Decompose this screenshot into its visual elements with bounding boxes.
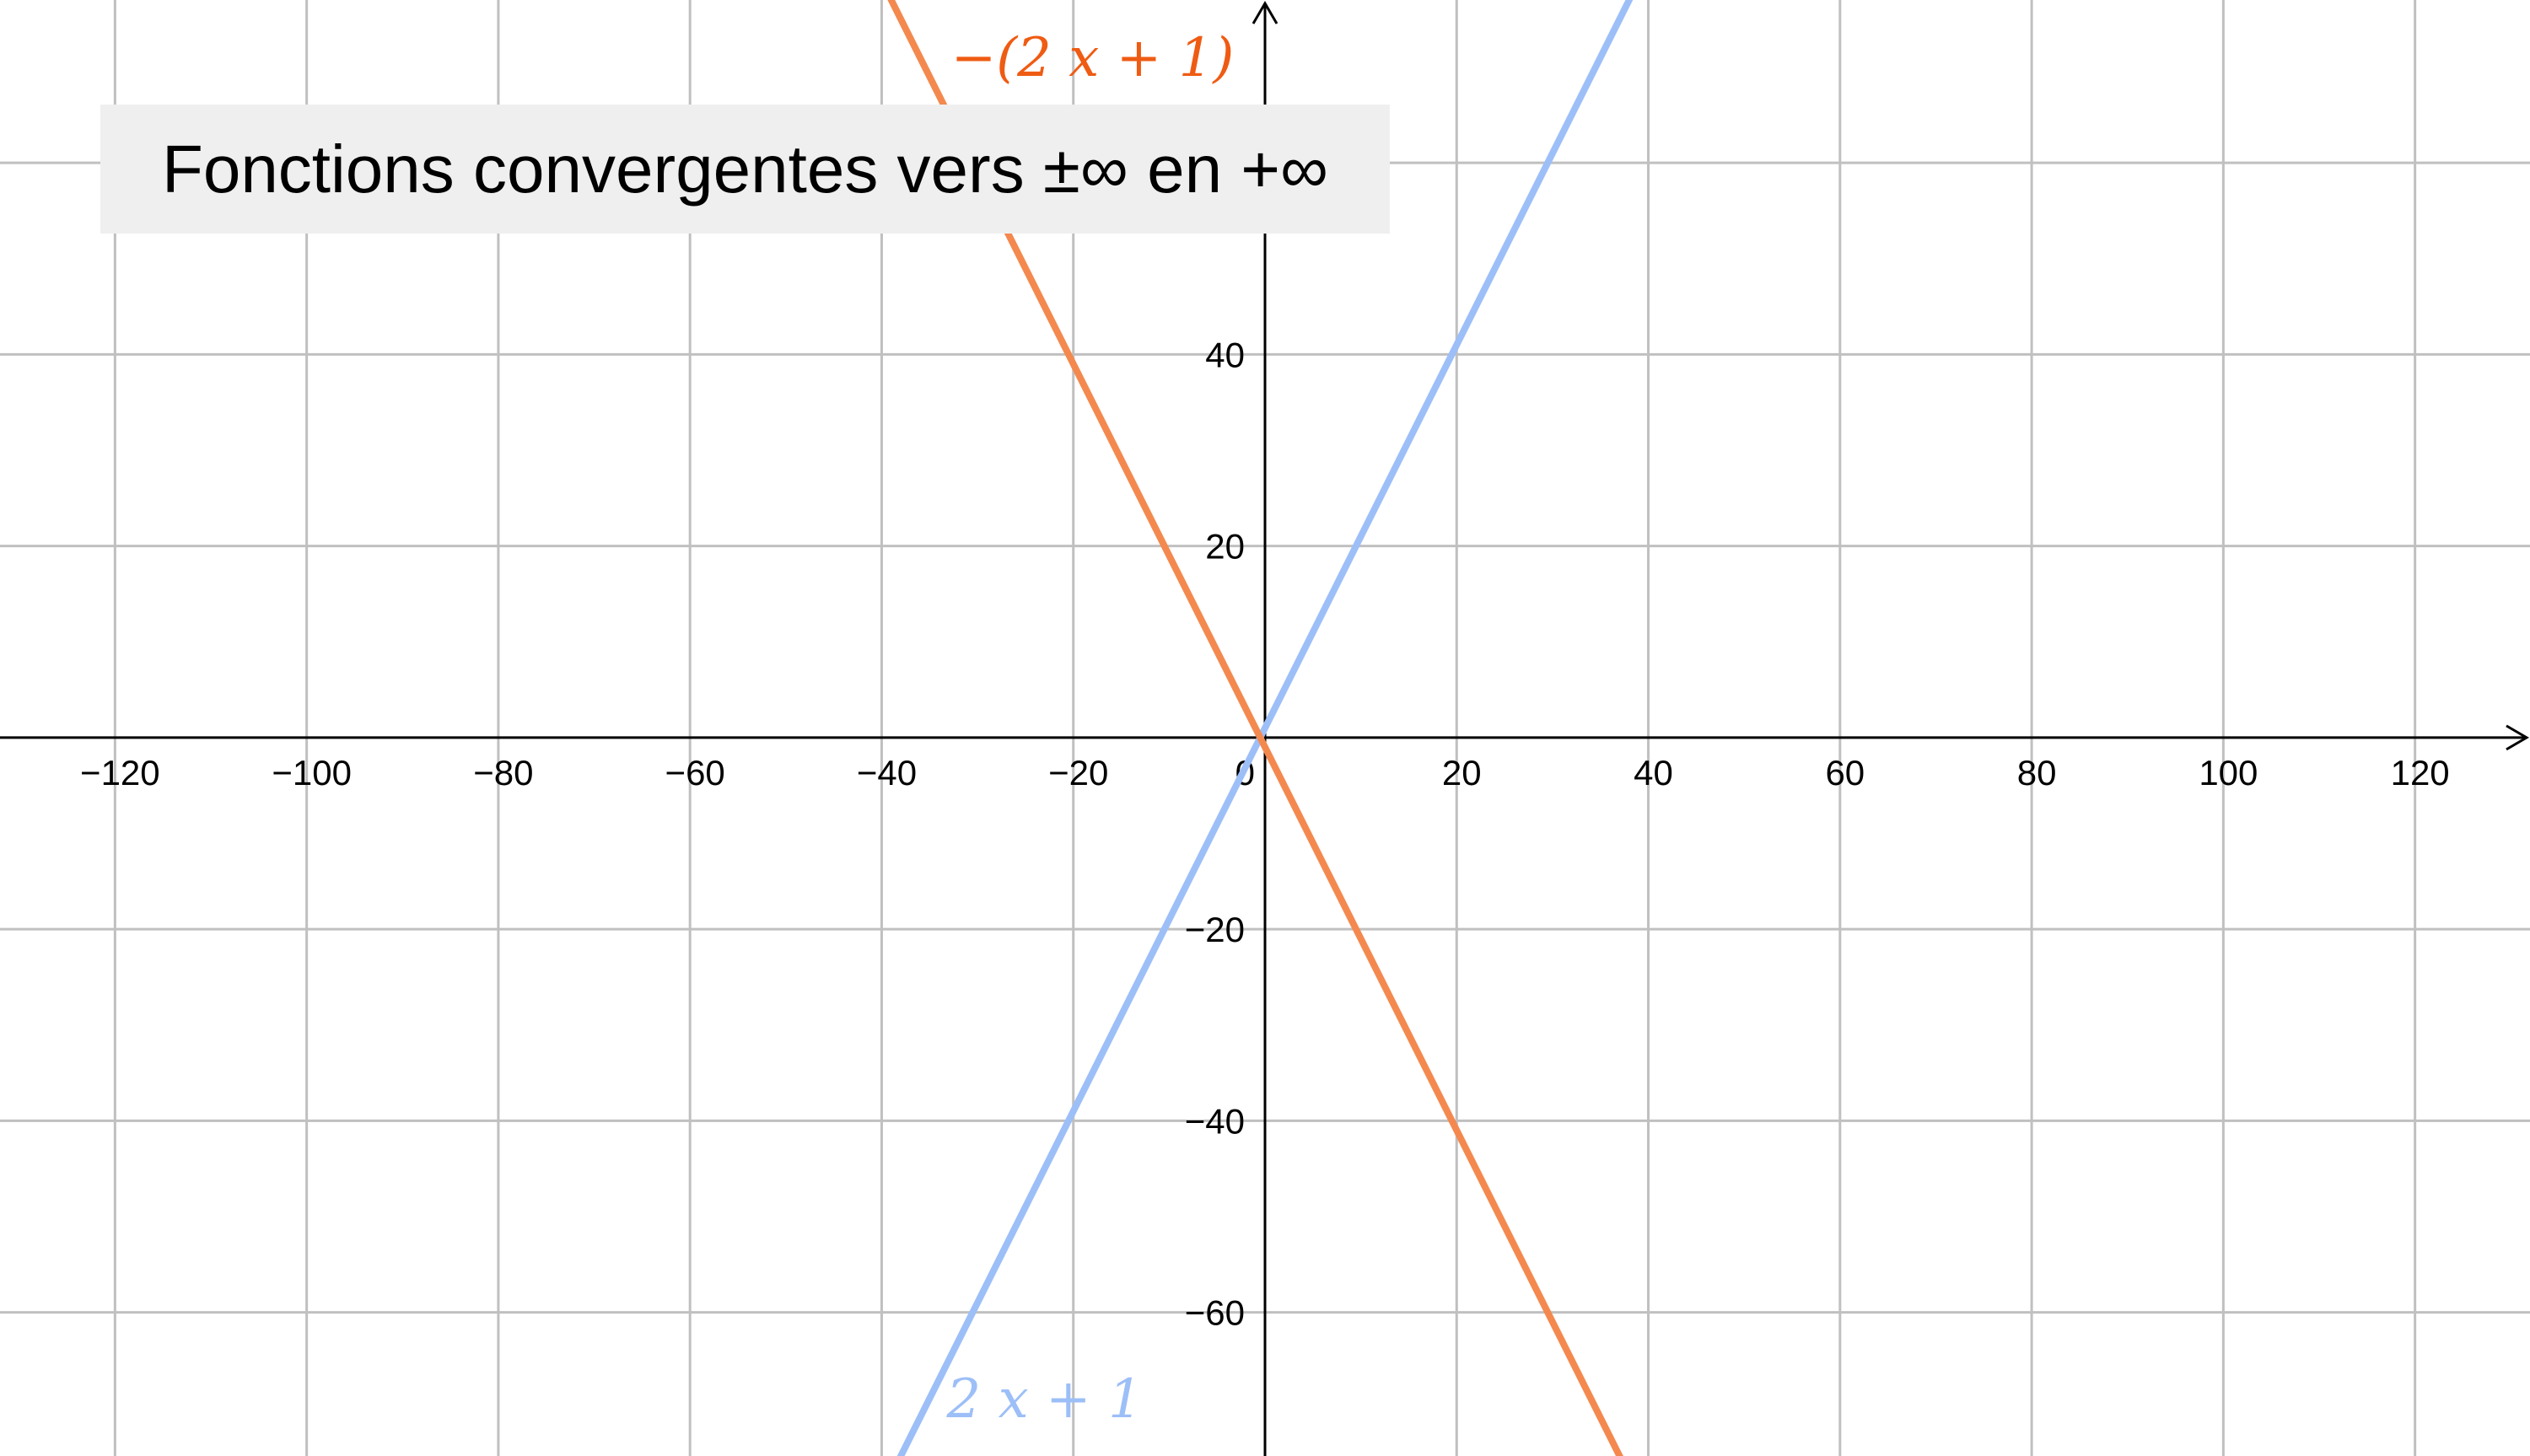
x-axis-arrow-icon bbox=[2506, 724, 2529, 751]
series-labels: 2 x + 1 −(2 x + 1) bbox=[946, 27, 1235, 1431]
series-label-2: −(2 x + 1) bbox=[951, 27, 1235, 89]
x-tick-label: 100 bbox=[2199, 753, 2258, 792]
chart-title: Fonctions convergentes vers ±∞ en +∞ bbox=[100, 105, 1390, 234]
x-tick-label: 60 bbox=[1825, 753, 1865, 792]
x-tick-label: −120 bbox=[80, 753, 160, 792]
x-tick-label: 20 bbox=[1442, 753, 1482, 792]
series-line-2 bbox=[887, 0, 1623, 1456]
x-tick-label: −40 bbox=[857, 753, 917, 792]
x-tick-label: −20 bbox=[1048, 753, 1108, 792]
tick-labels: −120 −100 −80 −60 −40 −20 0 20 40 60 80 100 120−60−4… bbox=[80, 335, 2450, 1332]
y-tick-label: −60 bbox=[1185, 1293, 1245, 1333]
y-tick-label: −20 bbox=[1185, 910, 1245, 949]
x-tick-label: 120 bbox=[2391, 753, 2450, 792]
x-tick-label: −80 bbox=[473, 753, 533, 792]
x-tick-label: −60 bbox=[665, 753, 725, 792]
y-tick-label: −40 bbox=[1185, 1101, 1245, 1141]
x-tick-label: −100 bbox=[272, 753, 352, 792]
series-label-1: 2 x + 1 bbox=[946, 1368, 1143, 1431]
series-line-1 bbox=[896, 0, 1634, 1456]
series bbox=[887, 0, 1634, 1456]
x-tick-label: 40 bbox=[1634, 753, 1673, 792]
y-tick-label: 20 bbox=[1205, 527, 1245, 567]
y-axis-arrow-icon bbox=[1252, 1, 1278, 24]
y-tick-label: 40 bbox=[1205, 335, 1245, 374]
x-tick-label: 80 bbox=[2017, 753, 2057, 792]
